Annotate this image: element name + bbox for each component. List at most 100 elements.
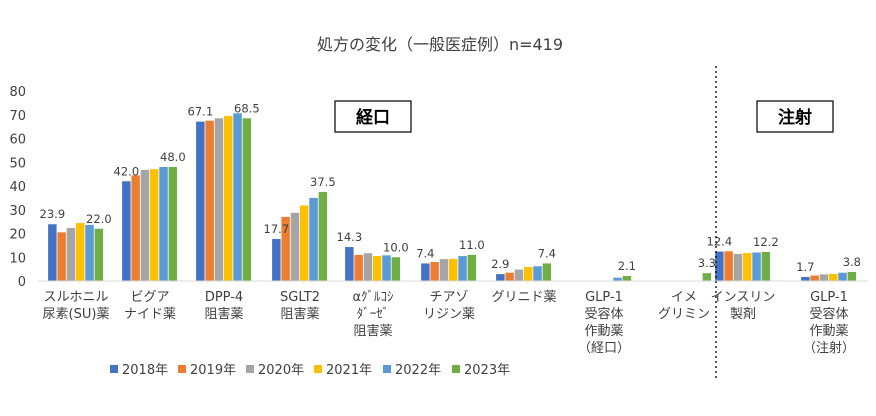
- category-label: スルホニル: [43, 290, 108, 305]
- group-labels: 経口 注射: [334, 100, 834, 133]
- bar: [829, 273, 838, 281]
- group-label: 経口: [356, 107, 390, 128]
- bar: [761, 252, 771, 281]
- legend-swatch: [178, 365, 186, 373]
- category-label: グリミン: [658, 307, 710, 322]
- category-label: 作動薬: [584, 324, 623, 339]
- category-label: DPP-4: [205, 290, 243, 305]
- legend-label: 2021年: [326, 363, 372, 378]
- y-tick-label: 40: [9, 180, 26, 195]
- data-label: 3.8: [843, 255, 861, 269]
- legend-swatch: [314, 365, 322, 373]
- group-label-box: [334, 100, 412, 133]
- y-tick-label: 30: [9, 204, 26, 219]
- legend-swatch: [246, 365, 254, 373]
- group-label-box: [756, 100, 834, 133]
- bar: [57, 232, 66, 281]
- bar: [533, 266, 542, 281]
- data-label: 37.5: [310, 175, 336, 189]
- legend-label: 2023年: [464, 363, 510, 378]
- bar: [159, 167, 168, 281]
- category-label: ﾀﾞｰｾﾞ: [357, 307, 390, 322]
- bar: [233, 113, 242, 281]
- bar: [505, 272, 514, 281]
- data-label: 67.1: [188, 105, 214, 119]
- legend: 2018年 2019年 2020年 2021年 2022年 2023年: [110, 363, 510, 378]
- category-label: 阻害薬: [204, 306, 243, 322]
- bar: [752, 252, 761, 281]
- bar: [76, 223, 85, 281]
- category-label: 作動薬: [809, 324, 848, 339]
- bar: [810, 275, 819, 281]
- category-label: （注射）: [803, 340, 855, 356]
- y-tick-label: 20: [9, 228, 26, 243]
- bar: [150, 169, 159, 281]
- data-label: 7.4: [416, 246, 434, 260]
- data-label: 10.0: [383, 240, 409, 254]
- bar: [281, 216, 290, 281]
- legend-swatch: [452, 365, 460, 373]
- bar: [382, 255, 391, 281]
- bar: [743, 252, 752, 281]
- bar: [542, 263, 552, 281]
- category-label: 受容体: [584, 306, 623, 322]
- y-tick-label: 70: [9, 109, 26, 124]
- bar: [94, 228, 104, 281]
- chart-title: 処方の変化（一般医症例）n=419: [317, 35, 563, 54]
- data-label: 3.3: [698, 256, 716, 270]
- category-label: 製剤: [730, 306, 756, 322]
- category-label: 阻害薬: [353, 323, 392, 339]
- bar: [168, 167, 178, 281]
- bar: [196, 121, 205, 281]
- bar: [458, 256, 467, 281]
- bar: [715, 251, 724, 281]
- bar: [702, 273, 712, 281]
- legend-swatch: [383, 365, 391, 373]
- data-label: 7.4: [538, 246, 556, 260]
- bar: [496, 274, 505, 281]
- legend-label: 2019年: [190, 363, 236, 378]
- category-label: イメ: [671, 290, 697, 305]
- bar: [48, 224, 57, 281]
- legend-label: 2022年: [395, 363, 441, 378]
- data-label: 68.5: [234, 101, 260, 115]
- category-label: GLP-1: [810, 290, 848, 305]
- y-tick-label: 10: [9, 251, 26, 266]
- legend-label: 2018年: [122, 363, 168, 378]
- bar: [214, 118, 224, 281]
- bar: [290, 212, 300, 281]
- bar: [318, 191, 328, 281]
- bar: [373, 256, 382, 281]
- bar: [131, 175, 140, 281]
- bar: [724, 251, 733, 281]
- category-label: グリニド薬: [491, 290, 556, 305]
- data-label: 22.0: [86, 212, 112, 226]
- y-tick-label: 60: [9, 133, 26, 148]
- category-label: GLP-1: [585, 290, 623, 305]
- data-label: 23.9: [40, 207, 66, 221]
- data-label: 17.7: [264, 222, 290, 236]
- bar: [449, 258, 458, 281]
- bar: [819, 274, 829, 281]
- category-label: αｸﾞﾙｺｼ: [352, 290, 394, 305]
- bar: [514, 269, 524, 281]
- y-tick-label: 50: [9, 156, 26, 171]
- bar: [467, 254, 477, 281]
- data-labels: 23.9 22.0 42.0 48.0 67.1 68.5 17.7 37.5 14.3 10.0…: [40, 101, 861, 274]
- data-label: 48.0: [160, 150, 186, 164]
- bar: [205, 120, 214, 281]
- category-label: 尿素(SU)薬: [43, 307, 110, 322]
- data-label: 14.3: [337, 230, 363, 244]
- bar: [272, 238, 281, 281]
- data-label: 1.7: [796, 260, 814, 274]
- bar: [140, 169, 150, 281]
- data-label: 2.9: [491, 257, 509, 271]
- bar: [847, 271, 857, 281]
- bar: [363, 253, 373, 281]
- bar: [622, 276, 632, 281]
- data-label: 2.1: [618, 259, 636, 273]
- bar: [838, 272, 847, 281]
- data-label: 12.4: [707, 235, 733, 249]
